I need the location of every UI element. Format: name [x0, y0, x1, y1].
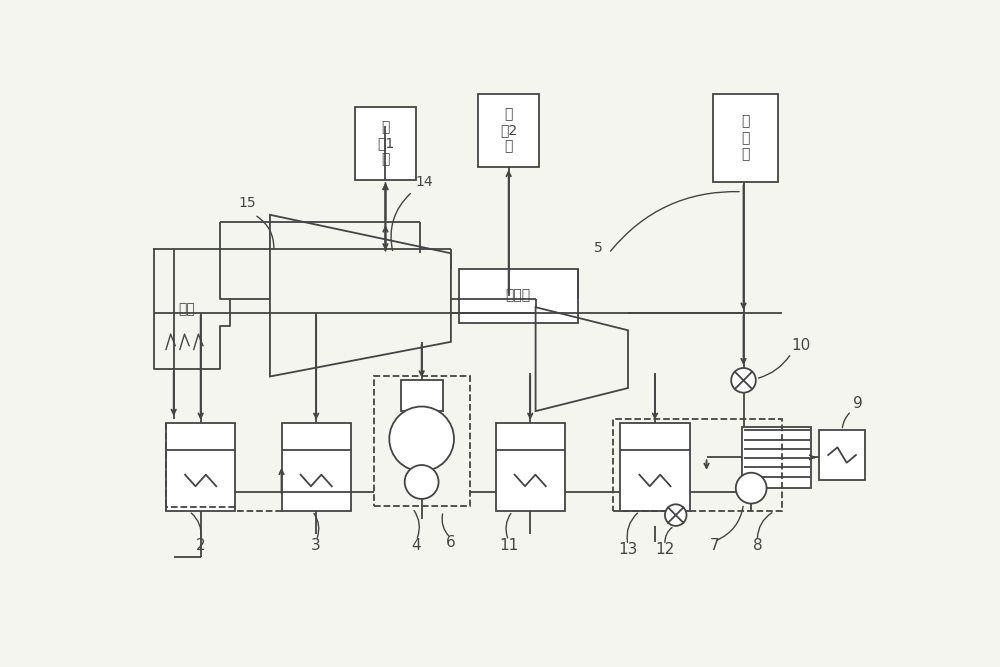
Text: 发电机: 发电机: [505, 289, 530, 303]
Bar: [401, 380, 443, 411]
Bar: [478, 94, 539, 167]
Text: 11: 11: [499, 538, 518, 554]
Bar: [282, 423, 351, 511]
Bar: [166, 423, 235, 511]
Text: 9: 9: [853, 396, 862, 411]
Text: 3: 3: [311, 538, 321, 554]
Circle shape: [731, 368, 756, 393]
Text: 去
热2
网: 去 热2 网: [500, 107, 517, 153]
Text: 6: 6: [446, 534, 456, 550]
Text: 2: 2: [196, 538, 205, 554]
Text: 12: 12: [655, 542, 675, 557]
Bar: [713, 94, 778, 183]
Bar: [742, 426, 811, 488]
Bar: [620, 423, 690, 511]
Text: 15: 15: [238, 196, 256, 210]
Bar: [355, 107, 416, 180]
Text: 去
热1
网: 去 热1 网: [377, 120, 394, 166]
Text: 4: 4: [411, 538, 421, 554]
Bar: [459, 269, 578, 323]
Bar: [613, 419, 782, 511]
Circle shape: [405, 465, 439, 499]
Text: 锅炉: 锅炉: [178, 301, 195, 315]
Text: 5: 5: [594, 241, 603, 255]
Text: 8: 8: [753, 538, 762, 554]
Text: 13: 13: [618, 542, 638, 557]
Text: 10: 10: [792, 338, 811, 354]
Text: 广
用
汽: 广 用 汽: [741, 115, 749, 161]
Circle shape: [389, 406, 454, 471]
Circle shape: [736, 473, 767, 504]
Text: 14: 14: [415, 175, 433, 189]
Bar: [496, 423, 565, 511]
Bar: [819, 430, 865, 480]
Circle shape: [665, 504, 687, 526]
Bar: [374, 376, 470, 506]
Text: 7: 7: [709, 538, 719, 554]
